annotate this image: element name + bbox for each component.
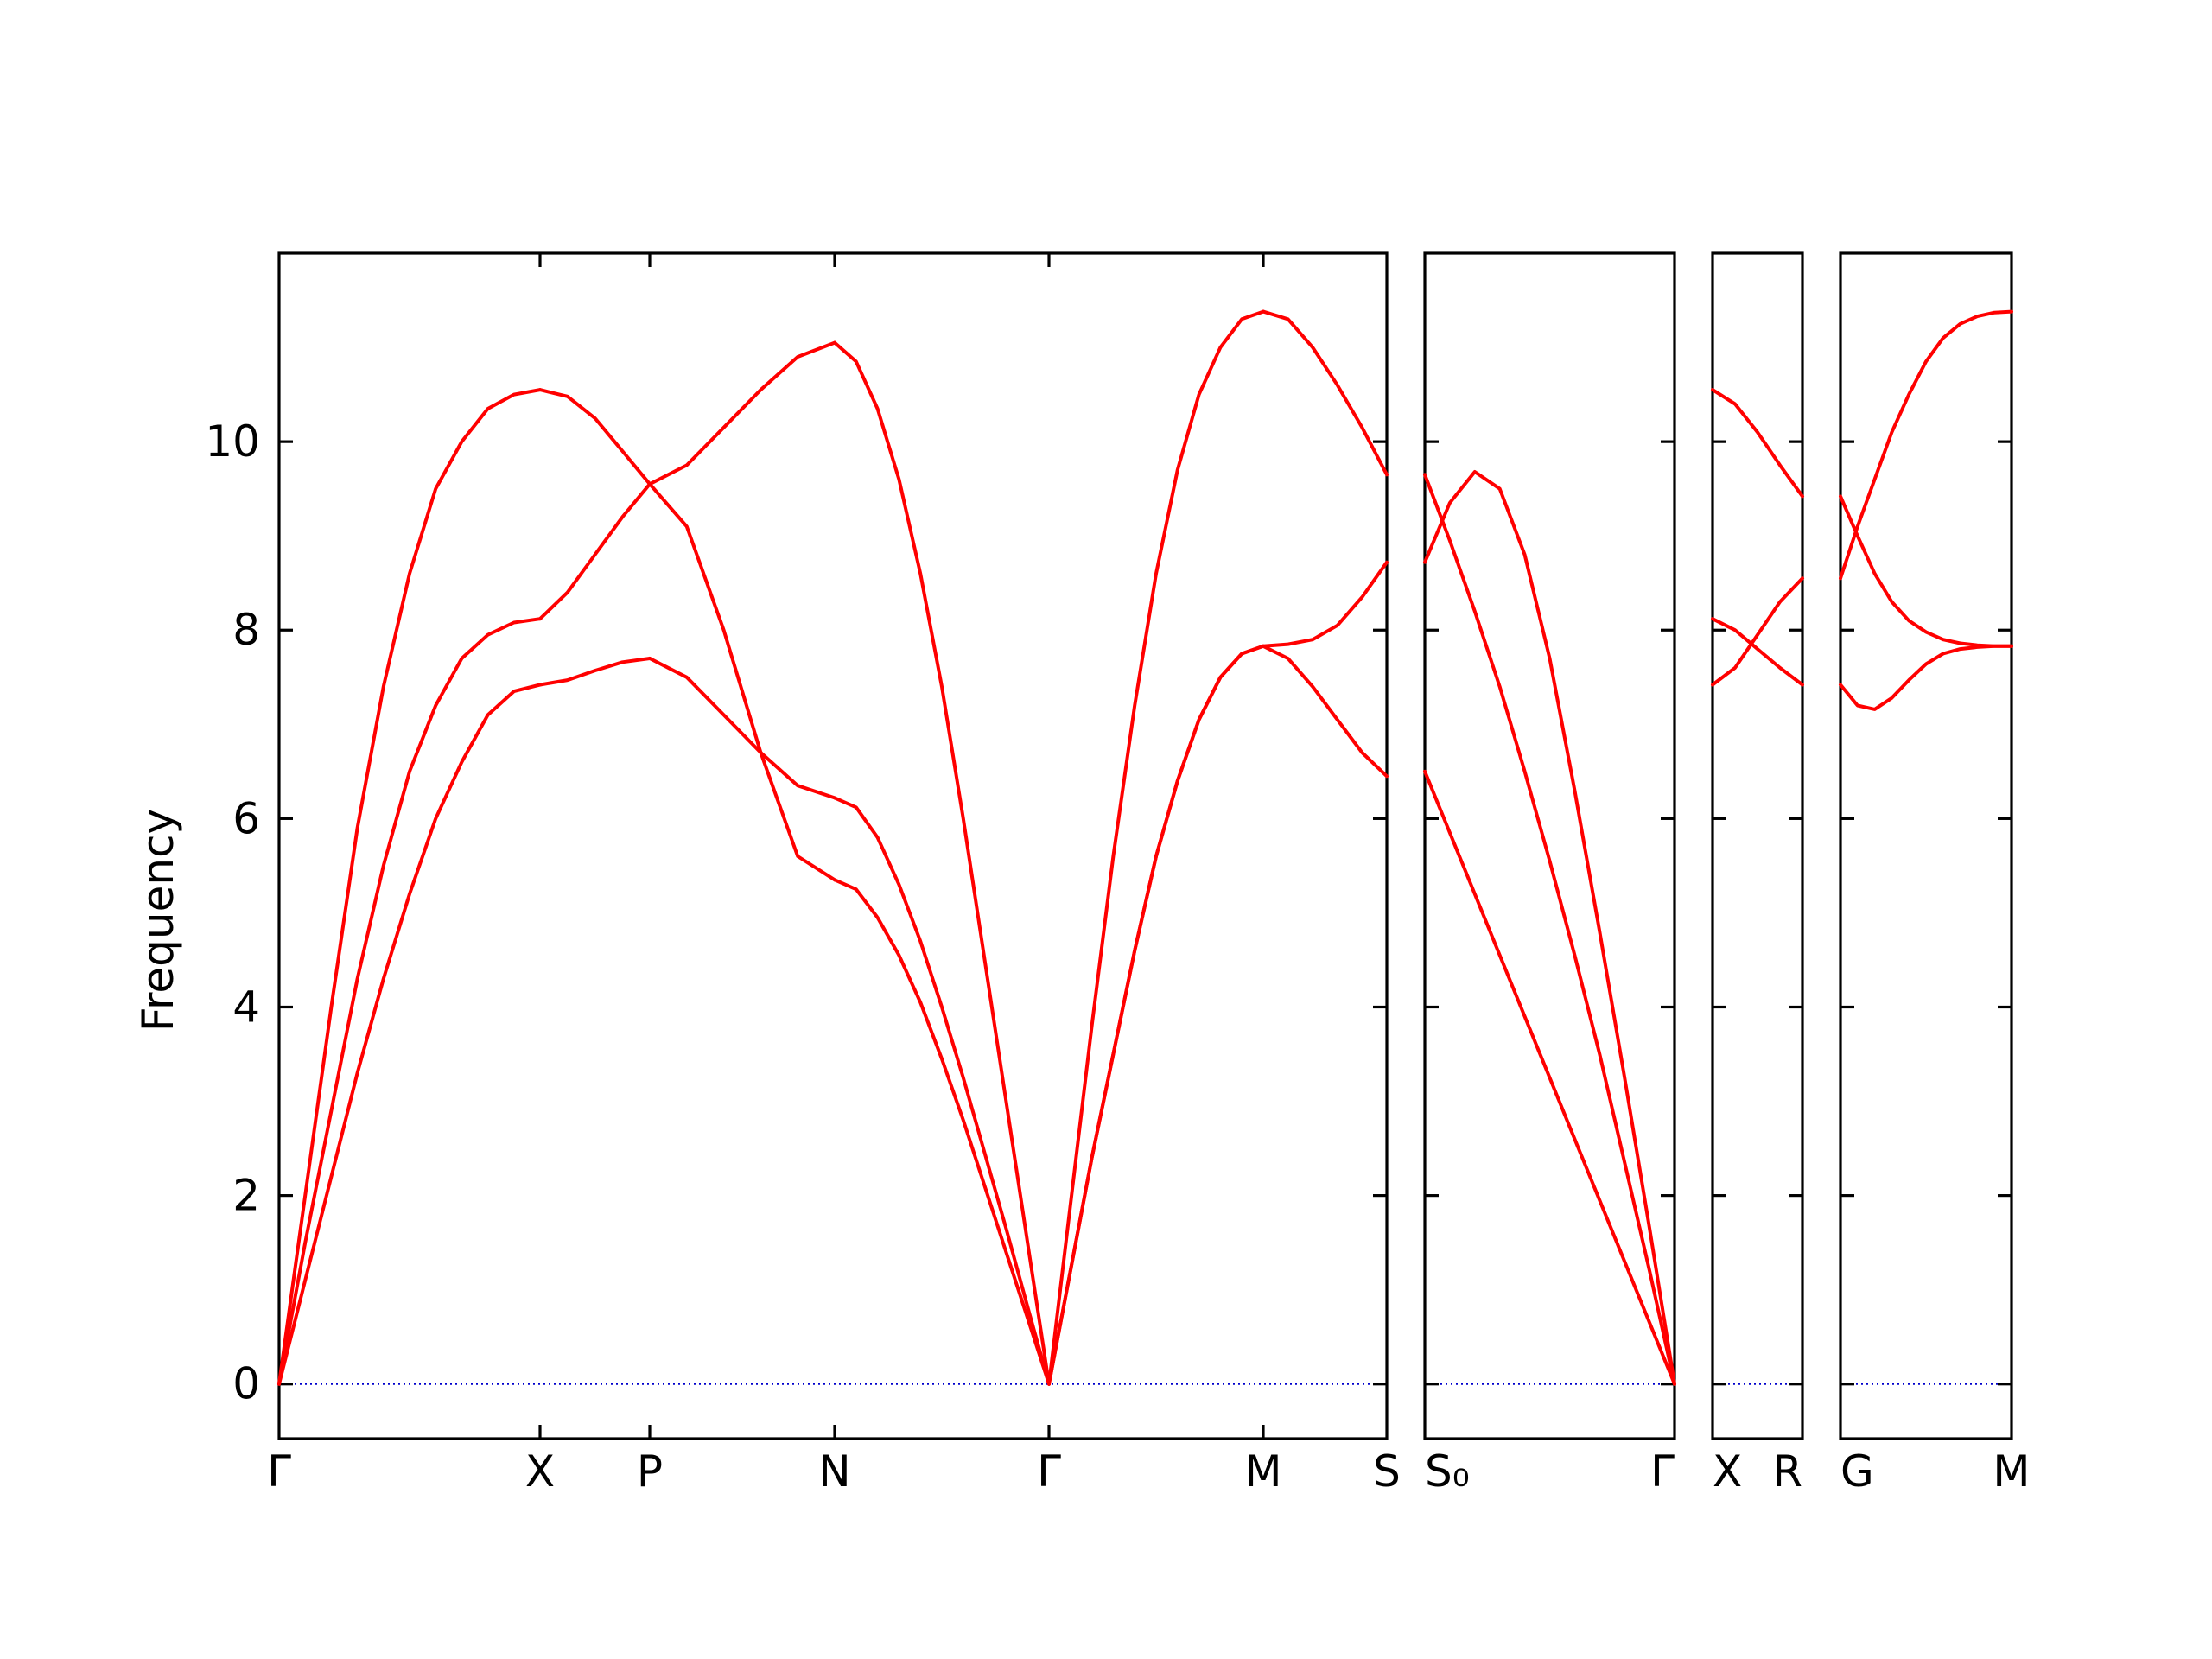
k-point-label: P	[637, 1446, 663, 1497]
band-line-3	[1262, 309, 1389, 477]
k-point-label: Γ	[1037, 1446, 1061, 1497]
band-line-2	[1423, 470, 1676, 1386]
band-line-1	[277, 683, 542, 1386]
band-line-3	[833, 340, 1051, 1386]
y-tick-label: 10	[205, 416, 260, 467]
band-line-2	[1047, 644, 1265, 1386]
band-line-3	[277, 388, 542, 1386]
band-line-1	[1711, 576, 1804, 687]
k-point-label: S₀	[1425, 1446, 1470, 1497]
panel-4-frame	[1839, 251, 2013, 1440]
band-line-3	[648, 340, 836, 486]
k-point-label: Γ	[267, 1446, 291, 1497]
k-point-label: M	[1244, 1446, 1281, 1497]
band-line-3	[1047, 309, 1265, 1386]
y-tick-label: 4	[232, 982, 260, 1032]
panel-2: S₀ Γ	[1423, 251, 1676, 1497]
band-line-2	[1711, 617, 1804, 687]
band-line-2	[833, 796, 1051, 1386]
k-point-label: X	[525, 1446, 555, 1497]
band-line-2	[1262, 560, 1389, 648]
band-line-1	[833, 878, 1051, 1386]
band-line-3	[1423, 473, 1676, 1386]
y-tick-label: 6	[232, 793, 260, 843]
k-point-label: M	[1993, 1446, 2030, 1497]
band-line-1	[1262, 644, 1389, 779]
band-line-2	[1839, 494, 2013, 648]
y-axis-title: Frequency	[133, 809, 183, 1032]
band-line-1	[648, 657, 836, 800]
k-point-label: X	[1713, 1446, 1742, 1497]
band-line-3	[538, 388, 652, 486]
k-point-label: R	[1772, 1446, 1802, 1497]
band-line-3	[1839, 309, 2013, 581]
k-point-label: Γ	[1650, 1446, 1675, 1497]
band-line-1	[1839, 644, 2013, 711]
k-point-label: G	[1840, 1446, 1874, 1497]
panel-3-frame	[1711, 251, 1804, 1440]
k-point-label: N	[818, 1446, 850, 1497]
band-line-1	[538, 657, 652, 687]
panel-2-frame	[1423, 251, 1676, 1440]
band-line-1	[1423, 769, 1676, 1386]
y-tick-label: 8	[232, 605, 260, 655]
band-line-2	[277, 617, 542, 1386]
band-line-3	[1711, 388, 1804, 499]
panel-1-frame	[277, 251, 1389, 1440]
band-line-2	[538, 482, 652, 621]
panel-1: 0 2 4 6 8 10 Γ X P N Γ M S	[205, 251, 1401, 1497]
y-tick-label: 0	[232, 1359, 260, 1409]
band-line-1	[1047, 644, 1265, 1386]
k-point-label: S	[1373, 1446, 1401, 1497]
y-tick-label: 2	[232, 1171, 260, 1221]
band-line-2	[648, 482, 836, 882]
